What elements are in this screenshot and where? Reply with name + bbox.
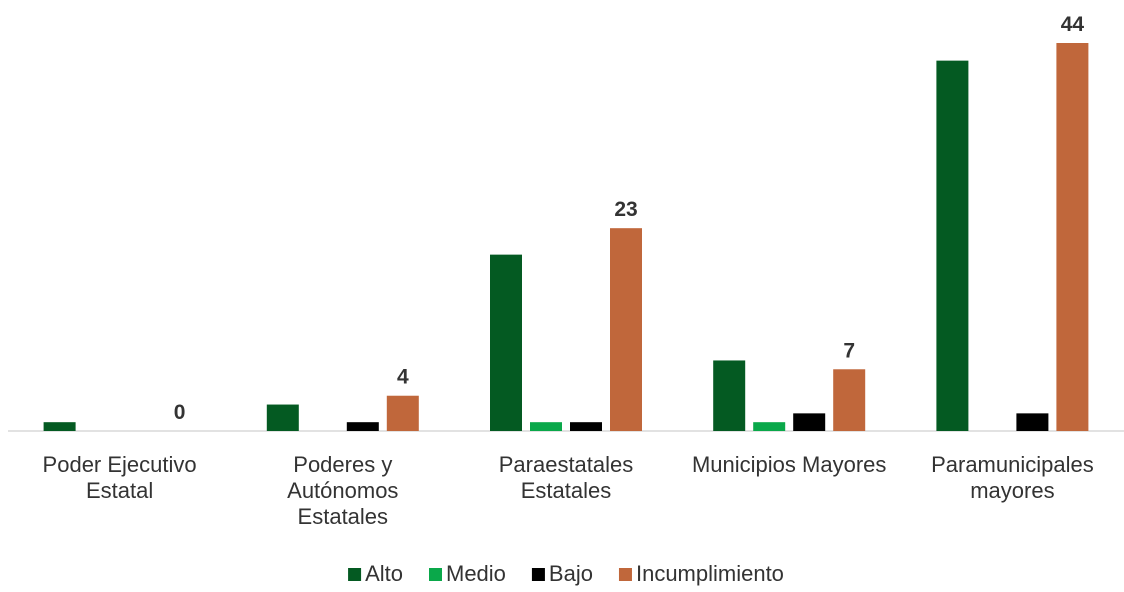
bar [346,422,379,431]
bar [1016,413,1049,431]
bar [266,404,299,431]
bar [530,422,562,431]
bar [713,360,746,431]
bar [833,369,866,431]
data-label: 23 [614,198,637,221]
label-line: Poderes y [293,452,392,477]
legend-swatch [429,568,442,581]
legend-label: Incumplimiento [636,561,784,586]
bar [610,228,642,431]
x-tick-label: Paraestatales Estatales [499,452,634,503]
bar [43,422,76,431]
label-line: Estatales [521,478,612,503]
x-tick-label: Poder Ejecutivo Estatal [43,452,197,503]
data-label: 0 [174,401,186,424]
legend: Alto Medio Bajo Incumplimiento [348,561,784,586]
label-line: mayores [970,478,1054,503]
label-line: Estatal [86,478,153,503]
legend-label: Alto [365,561,403,586]
legend-label: Bajo [549,561,593,586]
bar [1056,43,1089,431]
x-tick-label: Poderes y Autónomos Estatales [287,452,398,529]
data-label: 4 [397,366,409,389]
bar [936,60,969,432]
legend-swatch [531,568,545,581]
legend-swatch [348,568,362,581]
data-label: 7 [843,339,855,362]
bar [753,422,786,431]
bar [490,254,522,431]
x-tick-label: Municipios Mayores [692,452,886,477]
x-tick-label: Paramunicipales mayores [931,452,1094,503]
legend-label: Medio [446,561,506,586]
bar [386,395,419,431]
label-line: Autónomos [287,478,398,503]
label-line: Municipios Mayores [692,452,886,477]
bar [570,422,602,431]
label-line: Poder Ejecutivo [43,452,197,477]
label-line: Paraestatales [499,452,634,477]
label-line: Paramunicipales [931,452,1094,477]
bar [793,413,826,431]
data-label: 44 [1061,13,1085,36]
label-line: Estatales [298,504,389,529]
legend-swatch [618,568,632,581]
